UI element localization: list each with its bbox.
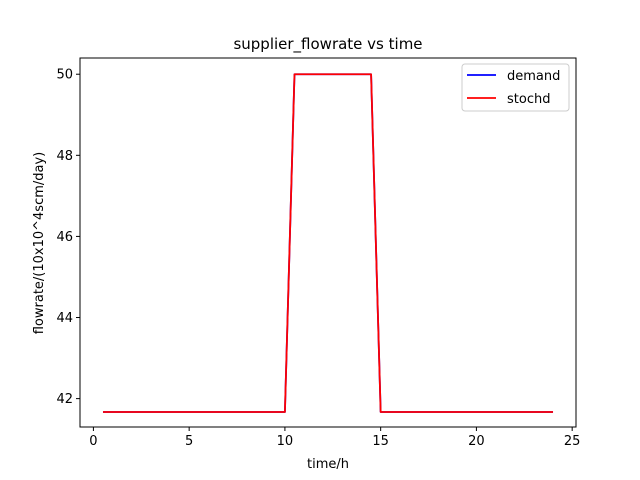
x-axis: 0 5 10 15 20 25 — [89, 427, 580, 449]
x-axis-label: time/h — [307, 457, 349, 472]
legend: demand stochd — [461, 63, 570, 112]
legend-label-demand: demand — [507, 69, 560, 84]
x-tick-label: 10 — [277, 434, 294, 449]
x-tick-label: 20 — [468, 434, 485, 449]
series-line-stochd — [102, 73, 554, 413]
series-layer — [102, 73, 554, 413]
y-tick-label: 42 — [56, 392, 73, 407]
y-tick-label: 46 — [56, 230, 73, 245]
x-tick-label: 5 — [185, 434, 193, 449]
y-tick-label: 48 — [56, 149, 73, 164]
chart-title: supplier_flowrate vs time — [233, 35, 422, 54]
y-axis-label: flowrate/(10x10^4scm/day) — [32, 152, 47, 335]
x-tick-label: 15 — [372, 434, 389, 449]
x-tick-label: 25 — [564, 434, 581, 449]
legend-label-stochd: stochd — [507, 92, 550, 107]
x-tick-label: 0 — [89, 434, 97, 449]
y-axis: 42 44 46 48 50 — [56, 68, 80, 407]
y-tick-label: 44 — [56, 311, 73, 326]
plot-frame — [79, 57, 577, 428]
y-tick-label: 50 — [56, 68, 73, 83]
